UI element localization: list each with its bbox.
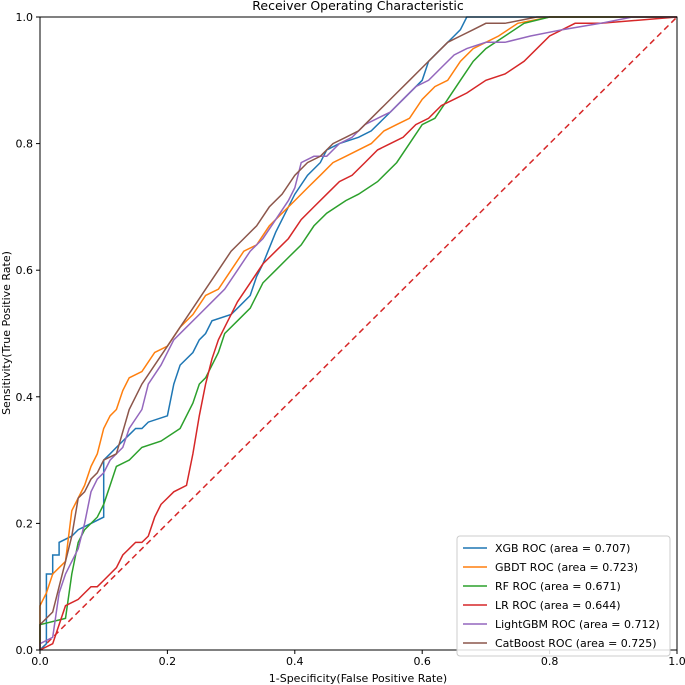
roc-series-line-5 [39,16,677,650]
plot-area [39,16,678,651]
legend-label: CatBoost ROC (area = 0.725) [495,637,657,650]
legend-box [456,535,671,657]
roc-series-line-1 [39,16,677,650]
legend-label: LR ROC (area = 0.644) [495,599,621,612]
y-tick-label: 0.0 [16,644,34,657]
x-tick-label: 0.2 [159,655,177,668]
y-tick-label: 0.4 [16,391,34,404]
y-tick-label: 0.2 [16,517,34,530]
legend-label: RF ROC (area = 0.671) [495,580,621,593]
roc-series-line-2 [39,16,677,650]
legend-label: XGB ROC (area = 0.707) [495,542,630,555]
y-tick-label: 0.8 [16,138,34,151]
legend-label: LightGBM ROC (area = 0.712) [495,618,660,631]
x-tick-label: 1.0 [668,655,685,668]
y-axis-label: Sensitivity(True Positive Rate) [0,251,13,415]
x-tick-label: 0.0 [31,655,49,668]
roc-series-line-3 [39,16,678,651]
plot-frame [39,16,678,651]
y-tick-label: 0.6 [16,264,34,277]
legend-label: GBDT ROC (area = 0.723) [495,561,638,574]
x-tick-label: 0.8 [541,655,559,668]
x-axis-label: 1-Specificity(False Positive Rate) [269,672,447,685]
x-tick-label: 0.4 [286,655,304,668]
chart-title: Receiver Operating Characteristic [252,0,464,13]
x-axis: 0.0 0.2 0.4 0.6 0.8 1.0 [31,650,685,668]
y-tick-label: 1.0 [16,11,34,24]
legend: XGB ROC (area = 0.707) GBDT ROC (area = 0… [456,535,671,657]
x-tick-label: 0.6 [413,655,431,668]
y-axis: 0.0 0.2 0.4 0.6 0.8 1.0 [16,11,40,657]
roc-series-line-4 [39,16,677,650]
